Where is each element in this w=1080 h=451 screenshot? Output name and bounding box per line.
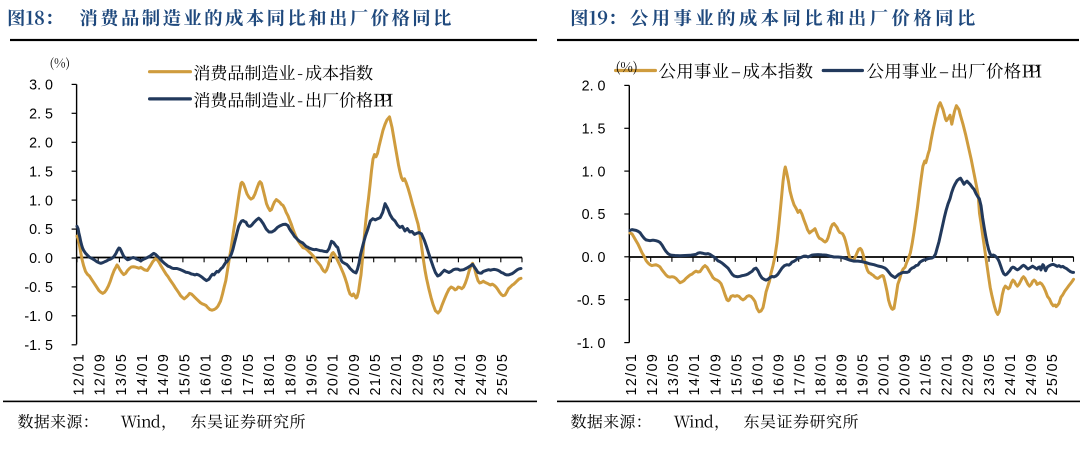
svg-text:20/01: 20/01 [326,353,342,396]
svg-text:1. 5: 1. 5 [29,164,53,180]
svg-text:2. 5: 2. 5 [29,107,53,123]
svg-text:18/01: 18/01 [814,353,830,396]
svg-text:16/01: 16/01 [750,353,766,396]
svg-text:14/01: 14/01 [687,353,703,396]
svg-text:13/05: 13/05 [666,353,682,396]
svg-text:1. 5: 1. 5 [582,122,606,138]
svg-text:-0. 5: -0. 5 [24,280,53,296]
svg-text:22/09: 22/09 [410,353,426,396]
svg-text:21/05: 21/05 [919,353,935,396]
svg-text:24/01: 24/01 [1003,353,1019,396]
svg-text:13/05: 13/05 [114,353,130,396]
svg-text:18/01: 18/01 [262,353,278,396]
svg-text:24/09: 24/09 [474,353,490,396]
svg-text:19/05: 19/05 [305,353,321,396]
svg-text:18/09: 18/09 [835,353,851,396]
svg-text:-0. 5: -0. 5 [577,293,606,309]
svg-text:0. 5: 0. 5 [582,207,606,223]
svg-text:24/09: 24/09 [1024,353,1040,396]
svg-text:23/05: 23/05 [432,353,448,396]
svg-text:14/09: 14/09 [708,353,724,396]
svg-text:2. 0: 2. 0 [29,136,53,152]
svg-text:14/01: 14/01 [135,353,151,396]
svg-text:14/09: 14/09 [156,353,172,396]
svg-text:21/05: 21/05 [368,353,384,396]
svg-text:3. 0: 3. 0 [29,78,53,94]
svg-text:0. 0: 0. 0 [582,250,606,266]
svg-text:20/09: 20/09 [898,353,914,396]
svg-text:-1. 5: -1. 5 [24,338,53,354]
svg-text:18/09: 18/09 [283,353,299,396]
svg-text:12/09: 12/09 [645,353,661,396]
svg-text:0. 5: 0. 5 [29,222,53,238]
svg-text:2. 0: 2. 0 [582,79,606,95]
svg-text:12/01: 12/01 [71,353,87,396]
svg-text:16/09: 16/09 [220,353,236,396]
svg-text:20/01: 20/01 [877,353,893,396]
svg-text:1. 0: 1. 0 [29,193,53,209]
svg-text:15/05: 15/05 [729,353,745,396]
svg-text:22/09: 22/09 [961,353,977,396]
svg-text:0. 0: 0. 0 [29,251,53,267]
svg-text:15/05: 15/05 [177,353,193,396]
svg-text:17/05: 17/05 [241,353,257,396]
svg-text:12/01: 12/01 [624,353,640,396]
svg-text:-1. 0: -1. 0 [24,309,53,325]
svg-text:22/01: 22/01 [940,353,956,396]
svg-text:17/05: 17/05 [792,353,808,396]
svg-text:-1. 0: -1. 0 [577,336,606,352]
svg-text:25/05: 25/05 [1045,353,1061,396]
svg-text:20/09: 20/09 [347,353,363,396]
svg-text:16/09: 16/09 [771,353,787,396]
svg-text:1. 0: 1. 0 [582,164,606,180]
svg-text:23/05: 23/05 [982,353,998,396]
svg-text:25/05: 25/05 [495,353,511,396]
svg-text:19/05: 19/05 [856,353,872,396]
svg-text:16/01: 16/01 [199,353,215,396]
svg-text:22/01: 22/01 [389,353,405,396]
svg-text:24/01: 24/01 [453,353,469,396]
svg-text:12/09: 12/09 [93,353,109,396]
